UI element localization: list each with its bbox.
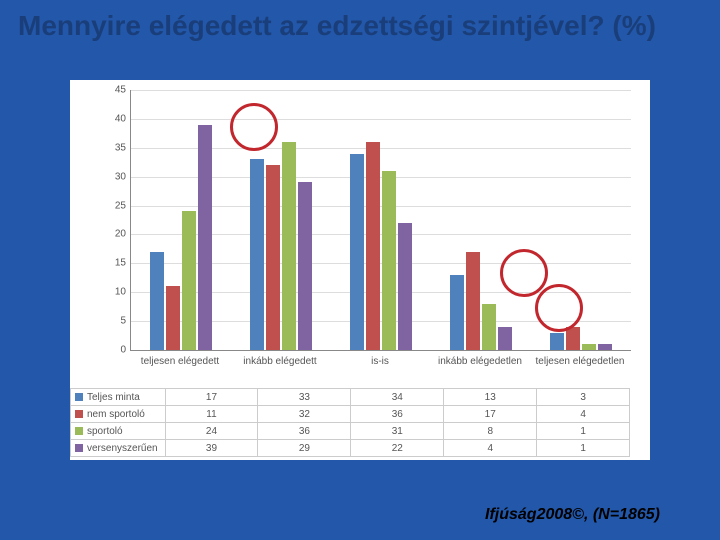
- table-cell: 17: [444, 406, 537, 423]
- highlight-circle: [500, 249, 548, 297]
- table-row: Teljes minta 173334133: [71, 389, 630, 406]
- table-cell: 17: [165, 389, 258, 406]
- y-tick: 0: [101, 345, 126, 356]
- gridline: [131, 90, 631, 91]
- table-cell: 22: [351, 440, 444, 457]
- bar: [198, 125, 212, 350]
- legend-cell: versenyszerűen: [71, 440, 166, 457]
- bar: [582, 344, 596, 350]
- y-tick: 40: [101, 113, 126, 124]
- x-label: inkább elégedetlen: [430, 356, 530, 367]
- x-label: teljesen elégedett: [130, 356, 230, 367]
- table-cell: 4: [537, 406, 630, 423]
- table-cell: 1: [537, 440, 630, 457]
- y-tick: 15: [101, 258, 126, 269]
- table-cell: 34: [351, 389, 444, 406]
- bar: [482, 304, 496, 350]
- footer-citation: Ifjúság2008©, (N=1865): [485, 506, 660, 524]
- x-label: teljesen elégedetlen: [530, 356, 630, 367]
- table-cell: 24: [165, 423, 258, 440]
- table-cell: 4: [444, 440, 537, 457]
- bar: [550, 333, 564, 350]
- highlight-circle: [230, 103, 278, 151]
- table-cell: 8: [444, 423, 537, 440]
- legend-label: sportoló: [87, 426, 123, 437]
- y-tick: 10: [101, 287, 126, 298]
- bar: [150, 252, 164, 350]
- bar: [366, 142, 380, 350]
- bar: [282, 142, 296, 350]
- table-cell: 32: [258, 406, 351, 423]
- y-tick: 30: [101, 171, 126, 182]
- bar: [498, 327, 512, 350]
- table-cell: 1: [537, 423, 630, 440]
- bar: [382, 171, 396, 350]
- y-tick: 25: [101, 200, 126, 211]
- bar: [166, 286, 180, 350]
- legend-cell: sportoló: [71, 423, 166, 440]
- bar: [350, 154, 364, 350]
- table-cell: 39: [165, 440, 258, 457]
- legend-swatch: [75, 393, 83, 401]
- legend-label: nem sportoló: [87, 409, 145, 420]
- gridline: [131, 119, 631, 120]
- table-row: sportoló 24363181: [71, 423, 630, 440]
- table-cell: 36: [351, 406, 444, 423]
- y-tick: 20: [101, 229, 126, 240]
- legend-swatch: [75, 444, 83, 452]
- data-table: Teljes minta173334133nem sportoló1132361…: [70, 388, 630, 457]
- highlight-circle: [535, 284, 583, 332]
- table-cell: 3: [537, 389, 630, 406]
- table-cell: 13: [444, 389, 537, 406]
- bar: [266, 165, 280, 350]
- table-cell: 36: [258, 423, 351, 440]
- y-tick: 35: [101, 142, 126, 153]
- y-tick: 5: [101, 316, 126, 327]
- legend-swatch: [75, 427, 83, 435]
- table-row: nem sportoló 113236174: [71, 406, 630, 423]
- x-label: is-is: [330, 356, 430, 367]
- chart-panel: 051015202530354045 teljesen elégedettink…: [70, 80, 650, 460]
- legend-cell: Teljes minta: [71, 389, 166, 406]
- legend-cell: nem sportoló: [71, 406, 166, 423]
- y-tick: 45: [101, 85, 126, 96]
- table-cell: 11: [165, 406, 258, 423]
- bar: [182, 211, 196, 350]
- bar: [598, 344, 612, 350]
- bar: [298, 182, 312, 350]
- bar: [466, 252, 480, 350]
- x-axis-labels: teljesen elégedettinkább elégedettis-isi…: [130, 356, 630, 386]
- slide: Mennyire elégedett az edzettségi szintjé…: [0, 0, 720, 540]
- table-cell: 29: [258, 440, 351, 457]
- legend-label: Teljes minta: [87, 392, 140, 403]
- table-row: versenyszerűen 39292241: [71, 440, 630, 457]
- plot-area: 051015202530354045: [130, 90, 631, 351]
- bar: [398, 223, 412, 350]
- bar: [250, 159, 264, 350]
- slide-title: Mennyire elégedett az edzettségi szintjé…: [18, 10, 702, 42]
- table-cell: 33: [258, 389, 351, 406]
- legend-label: versenyszerűen: [87, 443, 158, 454]
- table-cell: 31: [351, 423, 444, 440]
- x-label: inkább elégedett: [230, 356, 330, 367]
- bar: [450, 275, 464, 350]
- legend-swatch: [75, 410, 83, 418]
- bar: [566, 327, 580, 350]
